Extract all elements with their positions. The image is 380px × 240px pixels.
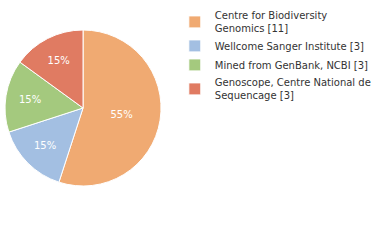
svg-text:15%: 15% [19,94,41,105]
svg-text:Centre for BiodiversityGenomic: Centre for BiodiversityGenomics [11] [215,10,328,34]
svg-text:Genoscope, Centre National deS: Genoscope, Centre National deSequencage … [215,77,371,101]
svg-text:Wellcome Sanger Institute [3]: Wellcome Sanger Institute [3] [215,41,364,52]
svg-text:15%: 15% [48,55,70,66]
svg-text:Mined from GenBank, NCBI [3]: Mined from GenBank, NCBI [3] [215,60,368,71]
svg-text:15%: 15% [34,140,56,151]
svg-text:55%: 55% [110,109,132,120]
